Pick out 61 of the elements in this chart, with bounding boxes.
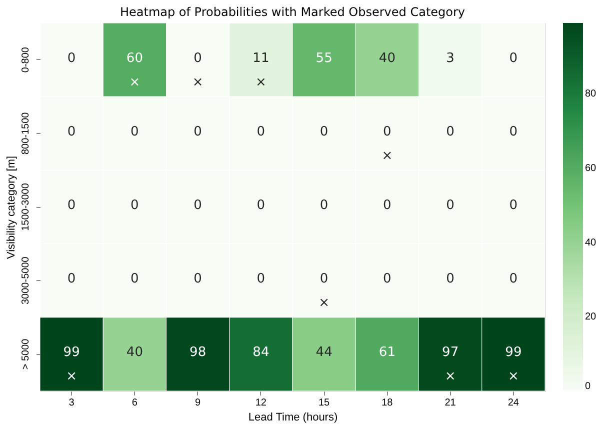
data-label: 0 — [256, 198, 266, 213]
data-label: 40 — [378, 50, 396, 66]
y-tick-label: 800-1500 — [20, 112, 32, 155]
x-tick-label: 9 — [195, 398, 202, 408]
data-label: 60 × — [126, 50, 143, 90]
data-label: 84 — [252, 345, 270, 360]
x-tick-label: 24 — [508, 398, 520, 408]
data-label: 0 — [383, 272, 392, 287]
color-bar-label: 40 — [585, 237, 597, 248]
color-bar-label: 80 — [585, 88, 597, 100]
data-label: 98 — [190, 345, 206, 360]
data-label: 0 — [509, 50, 518, 66]
data-label: 0 — [509, 198, 518, 213]
data-label: 0 — [130, 124, 139, 140]
data-label: 0 — [130, 198, 139, 213]
x-tick-label: 6 — [132, 398, 138, 408]
data-label: 0 — [256, 272, 266, 287]
x-tick-label: 12 — [255, 398, 267, 408]
data-label: 0 — [67, 50, 76, 66]
data-label: 97 × — [442, 345, 459, 384]
data-label: 99 × — [505, 345, 522, 384]
y-tick-label: > 5000 — [20, 338, 32, 370]
data-label: 55 — [316, 50, 332, 66]
y-tick-label: 1500-3000 — [20, 182, 32, 231]
data-label: 0 — [509, 272, 518, 287]
data-label: 0 × — [318, 272, 330, 311]
x-tick-label: 21 — [444, 398, 456, 408]
x-tick-label: 18 — [382, 398, 394, 408]
data-label: 0 — [383, 198, 392, 213]
data-label: 99 × — [63, 345, 80, 384]
data-label: 0 — [194, 198, 202, 213]
data-label: 0 — [446, 272, 454, 287]
data-label: 11 × — [252, 50, 270, 90]
data-label: 0 — [446, 198, 454, 213]
data-label: 0 — [320, 198, 328, 213]
color-bar-label: 0 — [585, 381, 591, 392]
y-axis-title: Visibility category [m] — [6, 156, 18, 260]
x-axis-title: Lead Time (hours) — [248, 412, 338, 424]
y-tick-label: 0-800 — [20, 46, 32, 73]
data-label: 44 — [316, 345, 332, 360]
data-label: 0 — [194, 124, 202, 140]
chart-title: Heatmap of Probabilities with Marked Observed Category — [120, 4, 466, 19]
data-label: 0 — [67, 124, 76, 140]
color-bar-label: 60 — [585, 162, 597, 174]
data-label: 0 — [67, 272, 76, 287]
data-label: 0 × — [382, 124, 393, 164]
y-tick-label: 3000-5000 — [20, 256, 32, 305]
data-label: 61 — [378, 345, 396, 360]
data-label: 40 — [126, 345, 143, 360]
data-label: 0 — [320, 124, 328, 140]
data-label: 0 — [509, 124, 518, 140]
data-label: 0 — [256, 124, 266, 140]
data-label: 0 — [194, 272, 202, 287]
data-label: 0 — [67, 198, 76, 213]
x-tick-label: 3 — [68, 398, 75, 408]
color-bar-label: 20 — [585, 312, 597, 323]
data-label: 0 × — [192, 50, 204, 90]
data-label: 0 — [130, 272, 139, 287]
x-tick-label: 15 — [318, 398, 330, 408]
data-label: 3 — [446, 50, 454, 66]
data-label: 0 — [446, 124, 454, 140]
